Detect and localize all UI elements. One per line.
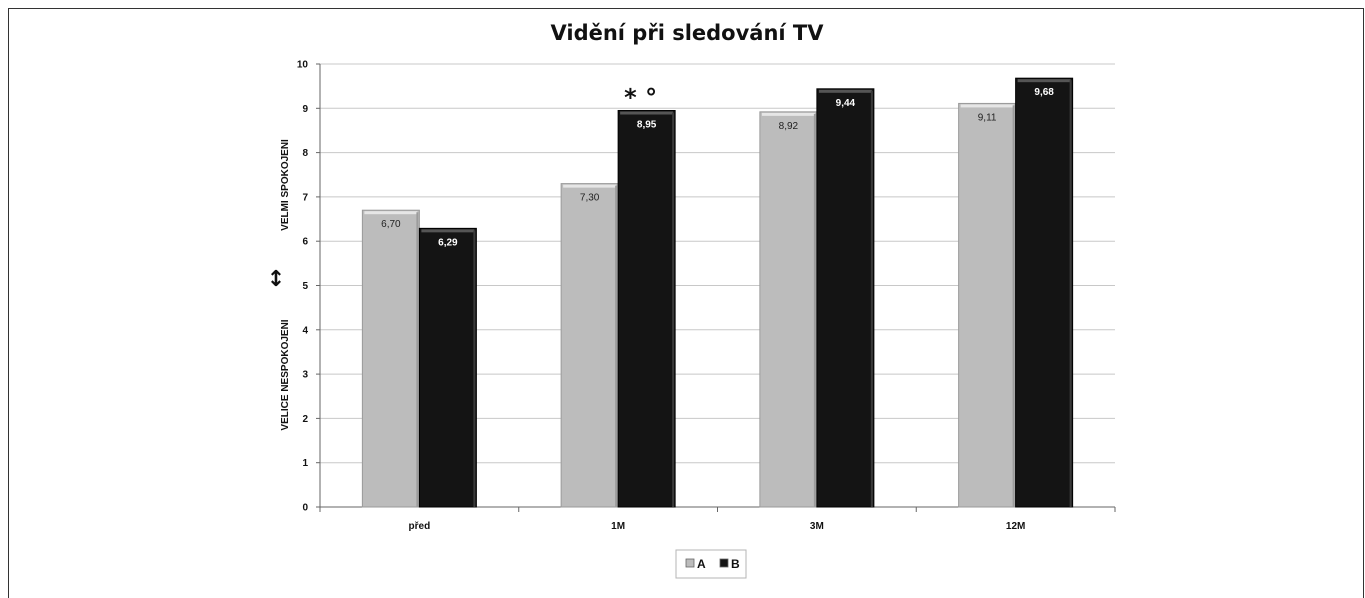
chart-frame: [8, 8, 1364, 598]
data-label: 9,11: [978, 112, 997, 123]
x-tick-label: 12M: [1006, 521, 1025, 532]
bar-highlight: [364, 211, 418, 215]
legend-swatch-B: [719, 558, 729, 568]
bar-highlight: [1017, 79, 1071, 83]
y-axis-label: VELMI SPOKOJENI ↕ VELICE NESPOKOJENI: [267, 139, 291, 431]
bar-highlight: [563, 184, 617, 188]
legend-label-B: B: [731, 557, 740, 571]
x-tick-label: před: [409, 521, 431, 532]
y-axis-label-bottom: VELICE NESPOKOJENI: [280, 319, 291, 430]
bar-A-12M: [958, 102, 1017, 508]
y-axis-label-top: VELMI SPOKOJENI: [280, 139, 291, 231]
y-tick-label: 8: [302, 148, 308, 159]
significance-annotation: * °: [624, 84, 657, 112]
y-tick-label: 3: [302, 370, 308, 381]
data-label: 8,95: [637, 120, 657, 131]
bar-highlight: [960, 104, 1014, 108]
legend-swatch-A: [685, 558, 695, 568]
data-label: 9,68: [1034, 87, 1054, 98]
x-tick-label: 3M: [810, 521, 824, 532]
bar-highlight: [620, 111, 674, 115]
y-tick-label: 7: [302, 192, 308, 203]
y-tick-label: 1: [302, 458, 308, 469]
bar-A-před: [361, 209, 420, 508]
data-label: 6,70: [381, 219, 401, 230]
bar-B-1M: [617, 110, 676, 508]
x-tick-label: 1M: [611, 521, 625, 532]
data-label: 9,44: [836, 98, 856, 109]
legend-label-A: A: [697, 557, 706, 571]
bar-highlight: [421, 229, 475, 233]
data-label: 6,29: [438, 237, 458, 248]
chart-title: Vidění při sledování TV: [550, 21, 824, 45]
y-tick-label: 6: [302, 237, 308, 248]
bar-A-3M: [759, 111, 818, 508]
y-tick-label: 4: [302, 325, 308, 336]
bars: [361, 77, 1074, 508]
bar-B-12M: [1015, 77, 1074, 508]
data-label: 7,30: [580, 193, 600, 204]
data-label: 8,92: [779, 121, 799, 132]
y-tick-label: 5: [302, 281, 308, 292]
bar-B-před: [418, 227, 477, 508]
y-tick-label: 2: [302, 414, 308, 425]
bar-highlight: [761, 112, 815, 116]
y-tick-label: 0: [302, 503, 308, 514]
bar-A-1M: [560, 183, 619, 508]
bar-B-3M: [816, 88, 875, 508]
data-labels: 6,70 6,29 7,30 8,95 8,92 9,44 9,11 9,68: [381, 87, 1054, 248]
y-tick-label: 9: [302, 104, 308, 115]
bar-highlight: [818, 89, 872, 93]
y-tick-label: 10: [297, 60, 309, 71]
y-axis-arrow-icon: ↕: [267, 267, 285, 292]
